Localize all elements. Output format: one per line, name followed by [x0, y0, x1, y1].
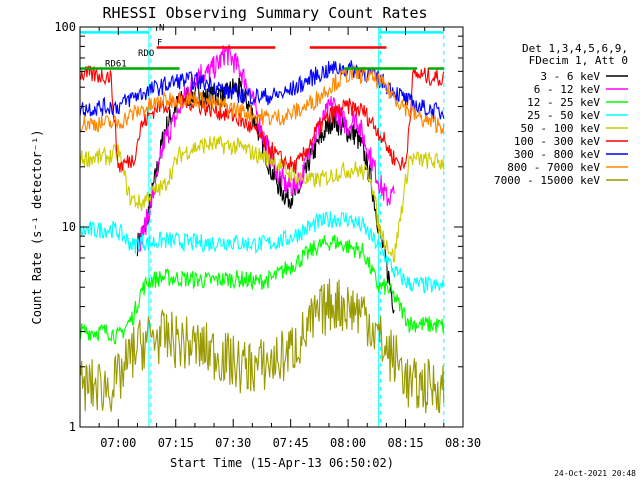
- legend-label-4: 50 - 100 keV: [521, 122, 601, 135]
- x-tick-label-0: 07:00: [100, 436, 136, 450]
- legend-label-8: 7000 - 15000 keV: [494, 174, 600, 187]
- y-tick-label-2: 100: [54, 20, 76, 34]
- segment-label-1: F: [157, 38, 162, 48]
- timestamp: 24-Oct-2021 20:48: [554, 469, 636, 478]
- segment-label-2: RDO: [138, 49, 154, 59]
- x-tick-label-6: 08:30: [445, 436, 481, 450]
- y-tick-label-1: 10: [62, 220, 76, 234]
- y-axis-label: Count Rate (s⁻¹ detector⁻¹): [30, 129, 44, 324]
- legend-label-6: 300 - 800 keV: [514, 148, 600, 161]
- series-line-2: [80, 234, 445, 345]
- y-tick-label-0: 1: [69, 420, 76, 434]
- legend-label-7: 800 - 7000 keV: [507, 161, 600, 174]
- chart-title: RHESSI Observing Summary Count Rates: [102, 4, 427, 22]
- axes: 07:00 07:15 07:30 07:45 08:00 08:15 08:30 1 10 10…: [54, 20, 481, 450]
- segment-label-3: RD61: [105, 60, 127, 70]
- series-line-8: [80, 278, 445, 414]
- x-tick-label-1: 07:15: [158, 436, 194, 450]
- legend-label-2: 12 - 25 keV: [527, 96, 600, 109]
- series-line-7: [80, 64, 445, 135]
- legend-label-3: 25 - 50 keV: [527, 109, 600, 122]
- series-line-3: [80, 211, 445, 295]
- segment-label-0: N: [159, 23, 164, 33]
- x-tick-label-3: 07:45: [273, 436, 309, 450]
- x-tick-label-2: 07:30: [215, 436, 251, 450]
- legend-label-0: 3 - 6 keV: [540, 70, 600, 83]
- series-line-6: [80, 60, 445, 120]
- x-tick-label-5: 08:15: [387, 436, 423, 450]
- legend-label-5: 100 - 300 keV: [514, 135, 600, 148]
- series-line-4: [80, 134, 445, 263]
- series-line-5: [80, 65, 445, 174]
- legend-header-0: Det 1,3,4,5,6,9,: [522, 42, 628, 55]
- data-traces: [80, 27, 445, 427]
- legend-header-1: FDecim 1, Att 0: [529, 54, 628, 67]
- legend: Det 1,3,4,5,6,9,FDecim 1, Att 0 3 - 6 keV…: [494, 42, 628, 187]
- x-tick-label-4: 08:00: [330, 436, 366, 450]
- x-axis-label: Start Time (15-Apr-13 06:50:02): [170, 456, 394, 470]
- legend-label-1: 6 - 12 keV: [534, 83, 601, 96]
